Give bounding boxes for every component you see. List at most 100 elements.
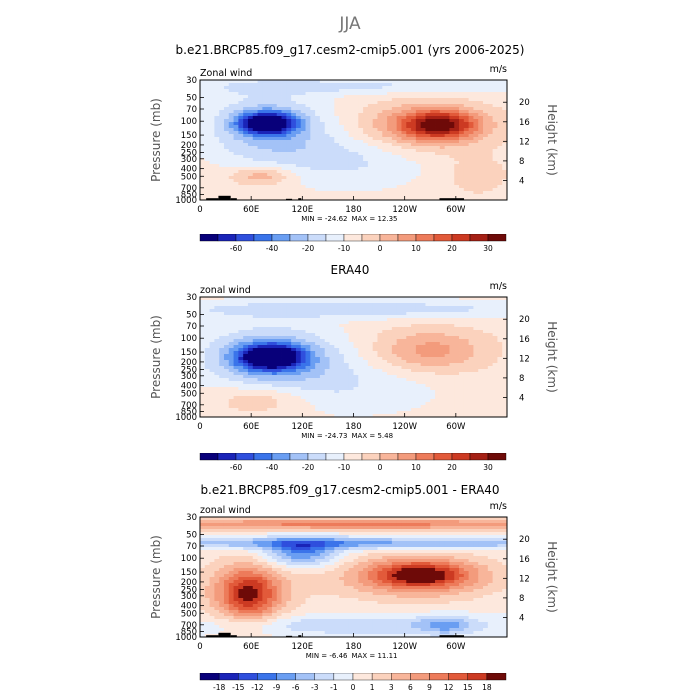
heatmap-cell [305, 155, 311, 159]
heatmap-cell [334, 357, 340, 361]
heatmap-cell [430, 318, 436, 322]
heatmap-cell [252, 104, 258, 108]
heatmap-cell [435, 179, 441, 183]
heatmap-cell [372, 161, 378, 165]
heatmap-cell [324, 107, 330, 111]
heatmap-cell [487, 336, 494, 340]
heatmap-cell [238, 194, 244, 198]
heatmap-cell [262, 128, 268, 132]
heatmap-cell [219, 348, 225, 352]
heatmap-cell [319, 339, 326, 343]
heatmap-cell [415, 134, 422, 138]
heatmap-cell [324, 321, 330, 325]
heatmap-cell [233, 83, 239, 87]
heatmap-cell [281, 149, 287, 153]
heatmap-cell [411, 86, 417, 90]
heatmap-cell [391, 354, 398, 358]
heatmap-cell [492, 161, 498, 165]
heatmap-cell [348, 188, 354, 192]
heatmap-cell [343, 318, 350, 322]
heatmap-cell [300, 309, 306, 313]
heatmap-cell [439, 194, 446, 198]
heatmap-cell [444, 158, 450, 162]
heatmap-cell [425, 122, 431, 126]
heatmap-cell [214, 306, 220, 310]
heatmap-cell [214, 321, 220, 325]
heatmap-cell [502, 381, 508, 385]
heatmap-cell [329, 354, 335, 358]
heatmap-cell [497, 119, 503, 123]
heatmap-cell [425, 333, 431, 337]
heatmap-cell [478, 387, 484, 391]
heatmap-cell [310, 405, 316, 409]
heatmap-cell [267, 387, 273, 391]
heatmap-cell [300, 122, 306, 126]
heatmap-cell [487, 321, 494, 325]
heatmap-cell [463, 149, 470, 153]
heatmap-cell [204, 119, 210, 123]
heatmap-cell [487, 303, 494, 307]
heatmap-cell [411, 191, 417, 195]
heatmap-cell [295, 381, 302, 385]
heatmap-cell [209, 303, 215, 307]
heatmap-cell [200, 182, 206, 186]
heatmap-cell [214, 140, 220, 144]
heatmap-cell [449, 119, 455, 123]
heatmap-cell [223, 363, 230, 367]
heatmap-cell [281, 116, 287, 120]
heatmap-cell [315, 143, 321, 147]
heatmap-cell [219, 131, 225, 135]
heatmap-cell [358, 179, 364, 183]
heatmap-cell [305, 324, 311, 328]
heatmap-cell [435, 339, 441, 343]
heatmap-cell [444, 339, 450, 343]
heatmap-cell [310, 318, 316, 322]
heatmap-cell [329, 98, 335, 102]
heatmap-cell [468, 393, 474, 397]
heatmap-cell [487, 375, 494, 379]
heatmap-cell [367, 345, 374, 349]
heatmap-cell [257, 101, 263, 105]
heatmap-cell [286, 125, 292, 129]
heatmap-cell [358, 303, 364, 307]
heatmap-cell [406, 375, 412, 379]
heatmap-cell [271, 384, 278, 388]
heatmap-cell [281, 179, 287, 183]
heatmap-cell [439, 152, 446, 156]
heatmap-cell [363, 327, 369, 331]
heatmap-cell [502, 173, 508, 177]
heatmap-cell [329, 110, 335, 114]
heatmap-cell [387, 107, 393, 111]
heatmap-cell [358, 128, 364, 132]
heatmap-cell [353, 95, 359, 99]
heatmap-cell [439, 158, 446, 162]
heatmap-cell [348, 396, 354, 400]
heatmap-cell [214, 345, 220, 349]
heatmap-cell [502, 125, 508, 129]
heatmap-cell [271, 80, 278, 84]
heatmap-cell [406, 185, 412, 189]
heatmap-cell [339, 360, 345, 364]
heatmap-cell [454, 318, 460, 322]
heatmap-cell [372, 375, 378, 379]
heatmap-cell [295, 396, 302, 400]
heatmap-cell [286, 113, 292, 117]
heatmap-cell [425, 116, 431, 120]
heatmap-cell [415, 366, 422, 370]
heatmap-cell [391, 333, 398, 337]
heatmap-cell [396, 182, 402, 186]
heatmap-cell [219, 375, 225, 379]
heatmap-cell [425, 191, 431, 195]
heatmap-cell [315, 89, 321, 93]
heatmap-cell [305, 342, 311, 346]
heatmap-cell [377, 143, 383, 147]
heatmap-cell [209, 369, 215, 373]
heatmap-cell [502, 149, 508, 153]
heatmap-cell [387, 366, 393, 370]
heatmap-cell [281, 381, 287, 385]
heatmap-cell [372, 131, 378, 135]
heatmap-cell [252, 95, 258, 99]
heatmap-cell [473, 303, 479, 307]
heatmap-cell [473, 327, 479, 331]
heatmap-cell [339, 336, 345, 340]
